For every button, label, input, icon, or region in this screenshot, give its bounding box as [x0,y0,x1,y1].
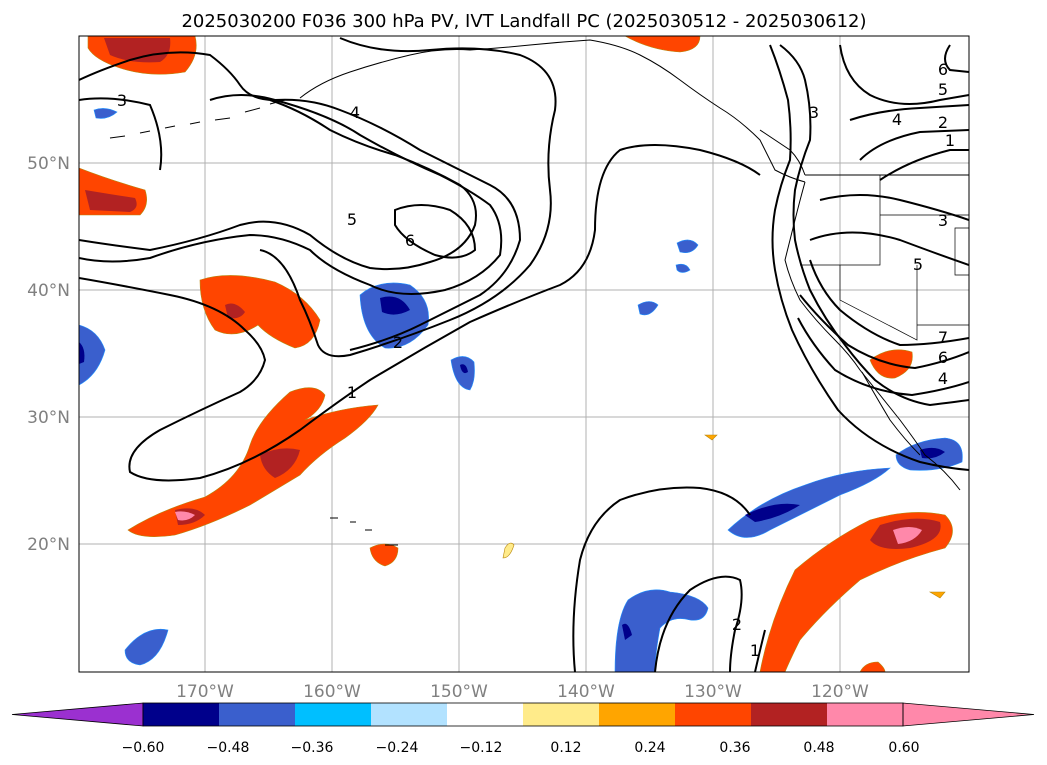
pv-neg-central [359,282,429,349]
lon-label: 120°W [811,682,869,702]
colorbar-segment [751,703,827,726]
contour-label: 3 [117,91,127,110]
contour-label: 6 [938,348,948,367]
hawaii-islands [330,517,398,546]
contour-label: 1 [945,131,955,150]
contour-label: 2 [732,615,742,634]
state-borders [800,175,969,341]
contour-label: 5 [913,255,923,274]
pv-negative-fills [79,108,963,672]
colorbar-segment [219,703,295,726]
lat-label: 20°N [27,535,70,555]
pv-region-south-edge [859,661,886,672]
lat-label: 50°N [27,154,70,174]
lon-label: 150°W [430,682,488,702]
pv-region-east [759,512,953,672]
lat-label: 40°N [27,281,70,301]
contour-label: 6 [405,231,415,250]
contour-label: 5 [938,80,948,99]
colorbar [11,702,1035,727]
contour-labels: 3 3 4 5 6 1 2 6 5 4 2 1 3 5 7 6 4 2 1 [117,60,955,660]
lat-label: 30°N [27,408,70,428]
contour-label: 3 [938,211,948,230]
pv-region-north-east [624,36,701,53]
colorbar-tick-label: −0.12 [460,740,503,756]
colorbar-tick-label: 0.24 [634,740,665,756]
colorbar-extend-max [902,702,1035,727]
contour-label: 2 [393,333,403,352]
chart-title: 2025030200 F036 300 hPa PV, IVT Landfall… [181,11,866,32]
west-coast [784,181,961,491]
coastlines [109,39,969,546]
colorbar-segment [143,703,219,726]
alaska-coast [299,39,806,183]
contour-label: 4 [938,369,948,388]
pv-region-hawaii [369,543,399,567]
colorbar-tick-label: 0.12 [550,740,581,756]
colorbar-tick-label: −0.24 [376,740,419,756]
colorbar-segment [675,703,751,726]
ivt-contours [79,37,969,672]
longitude-labels: 170°W 160°W 150°W 140°W 130°W 120°W [176,682,869,702]
colorbar-tick-label: −0.60 [122,740,165,756]
lon-label: 160°W [303,682,361,702]
contour-label: 4 [350,103,360,122]
colorbar-ticks: −0.60 −0.48 −0.36 −0.24 −0.12 0.12 0.24 … [122,740,920,756]
colorbar-extend-min [11,702,144,727]
lon-label: 170°W [176,682,234,702]
map-area: 3 3 4 5 6 1 2 6 5 4 2 1 3 5 7 6 4 2 1 [79,36,969,672]
latitude-labels: 50°N 40°N 30°N 20°N [27,154,70,555]
colorbar-segment [371,703,447,726]
contour-label: 5 [347,210,357,229]
lon-label: 130°W [684,682,742,702]
contour-label: 1 [750,641,760,660]
colorbar-tick-label: −0.48 [207,740,250,756]
contour-label: 6 [938,60,948,79]
pv-neg-west-edge [79,324,106,386]
colorbar-segment [827,703,903,726]
contour-label: 7 [938,328,948,347]
pv-neg-streamer [727,467,891,538]
contour-label: 2 [938,113,948,132]
pv-neg-south [614,589,709,672]
colorbar-segment [599,703,675,726]
colorbar-frame [142,702,904,727]
colorbar-tick-label: −0.36 [291,740,334,756]
pv-positive-fills [79,36,953,672]
lon-label: 140°W [557,682,615,702]
contour-label: 4 [892,110,902,129]
colorbar-segment [523,703,599,726]
contour-label: 1 [347,383,357,402]
colorbar-segment [447,703,523,726]
colorbar-tick-label: 0.60 [888,740,919,756]
colorbar-segment [295,703,371,726]
aleutians [109,99,286,139]
colorbar-tick-label: 0.36 [719,740,750,756]
colorbar-tick-label: 0.48 [803,740,834,756]
contour-label: 3 [809,103,819,122]
pv-region-mid [199,275,321,349]
map-frame [78,35,970,673]
